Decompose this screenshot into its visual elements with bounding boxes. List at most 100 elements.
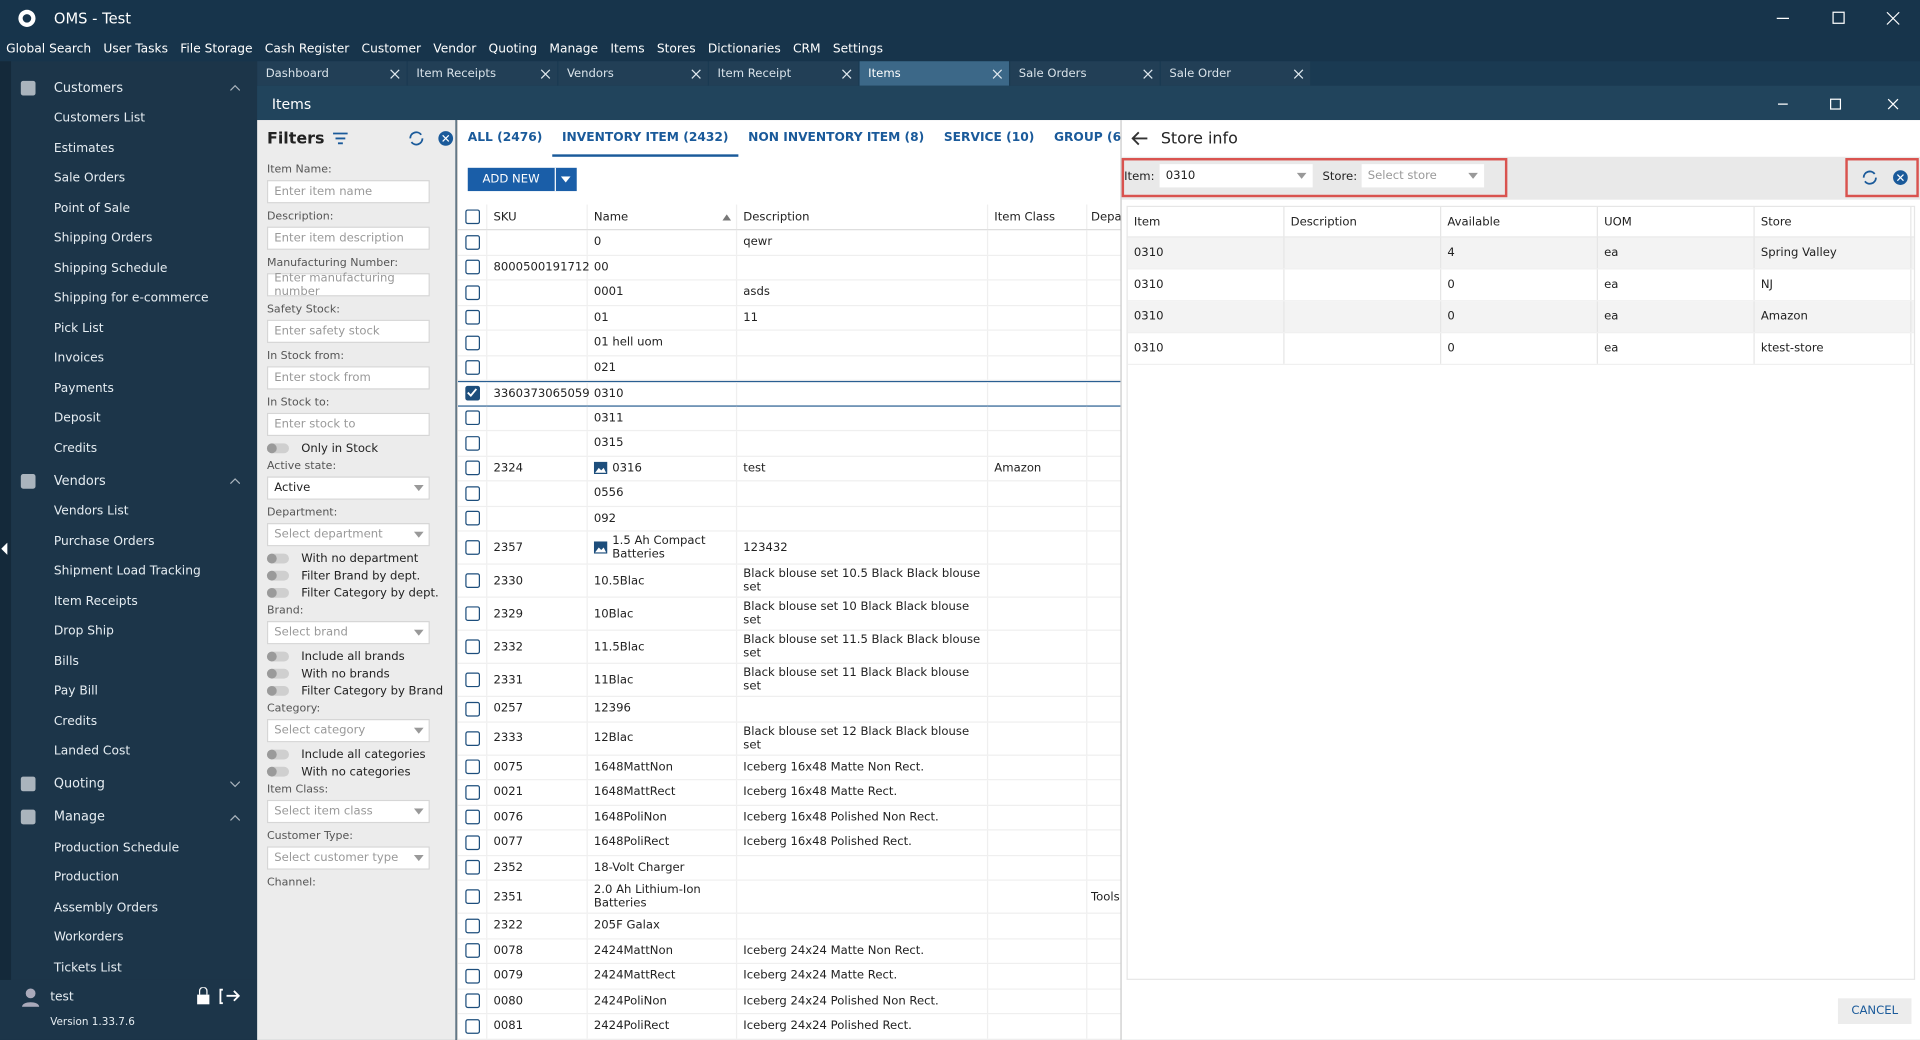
- nav-item[interactable]: Landed Cost: [53, 744, 131, 759]
- toggle[interactable]: Include all categories: [266, 748, 456, 761]
- checkbox[interactable]: [464, 511, 480, 526]
- cancel-button[interactable]: CANCEL: [1837, 998, 1912, 1025]
- menu-item[interactable]: CRM: [792, 42, 821, 56]
- grid-row[interactable]: 0079 2424MattRect Iceberg 24x24 Matte Rect…: [457, 963, 1122, 990]
- nav-item[interactable]: Tickets List: [53, 960, 122, 975]
- checkbox[interactable]: [464, 889, 480, 904]
- checkbox[interactable]: [464, 860, 480, 875]
- nav-item[interactable]: Bills: [53, 654, 79, 669]
- nav-item[interactable]: Shipping Schedule: [53, 261, 168, 275]
- checkbox[interactable]: [464, 209, 480, 225]
- menu-item[interactable]: Vendor: [433, 42, 477, 56]
- checkbox[interactable]: [464, 435, 480, 451]
- tab-close[interactable]: [1293, 68, 1304, 79]
- column-header[interactable]: Available: [1441, 207, 1598, 237]
- doc-tab[interactable]: Item Receipts: [407, 61, 558, 86]
- grid-row[interactable]: 0556: [457, 481, 1122, 507]
- menu-item[interactable]: File Storage: [180, 42, 253, 56]
- checkbox[interactable]: [464, 784, 480, 800]
- nav-item[interactable]: Shipping for e-commerce: [53, 291, 209, 306]
- doc-tab[interactable]: Sale Order: [1160, 61, 1311, 86]
- column-header[interactable]: Item: [1128, 207, 1285, 237]
- checkbox[interactable]: [464, 759, 480, 775]
- grid-row[interactable]: 2330 10.5Blac Black blouse set 10.5 Black …: [457, 564, 1122, 598]
- checkbox[interactable]: [464, 968, 480, 984]
- checkbox[interactable]: [464, 1018, 480, 1034]
- checkbox[interactable]: [464, 701, 480, 717]
- store-row[interactable]: 0310 4 ea Spring Valley: [1127, 237, 1914, 270]
- tab-close[interactable]: [691, 68, 702, 79]
- grid-row[interactable]: 0311: [457, 406, 1122, 432]
- store-row[interactable]: 0310 0 ea Amazon: [1127, 301, 1914, 334]
- toggle[interactable]: Include all brands: [266, 650, 456, 663]
- toggle[interactable]: With no brands: [266, 667, 456, 680]
- window-controls[interactable]: [1773, 10, 1908, 27]
- add-new-button[interactable]: ADD NEW: [467, 167, 577, 192]
- grid-row[interactable]: 0001 asds: [457, 280, 1122, 306]
- toggle[interactable]: Filter Category by dept.: [266, 586, 456, 600]
- menu-item[interactable]: Global Search: [6, 42, 92, 56]
- grid-row[interactable]: 2352 18-Volt Charger: [457, 855, 1122, 881]
- toggle[interactable]: With no categories: [266, 765, 456, 778]
- nav-item[interactable]: Shipment Load Tracking: [53, 564, 201, 579]
- checkbox[interactable]: [464, 672, 480, 688]
- grid-row[interactable]: 0078 2424MattNon Iceberg 24x24 Matte Non R…: [457, 938, 1122, 964]
- grid-row[interactable]: 0257 12396: [457, 696, 1122, 723]
- column-header[interactable]: Store: [1755, 207, 1912, 237]
- menu-item[interactable]: Settings: [832, 42, 884, 56]
- text-input[interactable]: Enter safety stock: [266, 319, 430, 343]
- checkbox[interactable]: [464, 234, 480, 250]
- menu-item[interactable]: Stores: [656, 42, 696, 56]
- checkbox[interactable]: [464, 573, 480, 588]
- nav-item[interactable]: Estimates: [53, 141, 115, 155]
- select[interactable]: Select customer type: [266, 846, 430, 870]
- column-header[interactable]: Description: [1285, 207, 1442, 237]
- type-tab[interactable]: GROUP (6): [1053, 131, 1122, 145]
- doc-tab[interactable]: Item Receipt: [708, 61, 859, 86]
- menu-item[interactable]: Cash Register: [264, 42, 350, 56]
- nav-item[interactable]: Credits: [53, 441, 98, 456]
- text-input[interactable]: Enter item name: [266, 180, 430, 204]
- grid-row[interactable]: 0075 1648MattNon Iceberg 16x48 Matte Non R…: [457, 755, 1122, 781]
- checkbox[interactable]: [464, 335, 480, 351]
- nav-item[interactable]: Pay Bill: [53, 684, 98, 699]
- grid-row[interactable]: 0315: [457, 431, 1122, 457]
- checkbox[interactable]: [464, 485, 480, 501]
- nav-item[interactable]: Shipping Orders: [53, 231, 153, 245]
- column-header[interactable]: Description: [737, 204, 989, 230]
- nav-item[interactable]: Sale Orders: [53, 171, 126, 185]
- doc-tab[interactable]: Sale Orders: [1010, 61, 1160, 86]
- nav-item[interactable]: Point of Sale: [53, 201, 131, 215]
- nav-group[interactable]: Quoting: [0, 767, 245, 800]
- select[interactable]: Select category: [266, 719, 430, 743]
- checkbox[interactable]: [464, 730, 480, 746]
- grid-row[interactable]: 021: [457, 355, 1122, 381]
- user-actions[interactable]: [196, 987, 241, 1005]
- column-header[interactable]: Item Class: [988, 204, 1088, 230]
- store-select[interactable]: Select store: [1361, 164, 1485, 188]
- text-input[interactable]: Enter item description: [266, 226, 430, 250]
- grid-row[interactable]: 0076 1648PoliNon Iceberg 16x48 Polished No…: [457, 805, 1122, 831]
- type-tab[interactable]: INVENTORY ITEM (2432): [552, 120, 739, 157]
- grid-row[interactable]: 01 11: [457, 305, 1122, 331]
- checkbox[interactable]: [464, 993, 480, 1009]
- grid-row[interactable]: 0021 1648MattRect Iceberg 16x48 Matte Rect…: [457, 780, 1122, 806]
- grid-row[interactable]: 0 qewr: [457, 230, 1122, 256]
- nav-group[interactable]: Vendors: [0, 464, 245, 497]
- nav-item[interactable]: Production: [53, 870, 120, 885]
- grid-row[interactable]: 2322 205F Galax: [457, 913, 1122, 939]
- checkbox[interactable]: [464, 639, 480, 655]
- grid-row[interactable]: 0081 2424PoliRect Iceberg 24x24 Polished R…: [457, 1014, 1122, 1040]
- nav-item[interactable]: Workorders: [53, 930, 124, 945]
- checkbox[interactable]: [464, 809, 480, 825]
- store-actions[interactable]: [1861, 169, 1912, 186]
- grid-row[interactable]: 8000500191712 00: [457, 255, 1122, 281]
- nav-item[interactable]: Customers List: [53, 111, 146, 125]
- checkbox[interactable]: [464, 259, 480, 275]
- nav-group[interactable]: Customers: [0, 71, 245, 104]
- nav-group[interactable]: Manage: [0, 800, 245, 833]
- checkbox[interactable]: [464, 410, 480, 426]
- menu-item[interactable]: Quoting: [488, 42, 538, 56]
- column-header[interactable]: Depa: [1087, 204, 1122, 230]
- menu-item[interactable]: User Tasks: [103, 42, 169, 56]
